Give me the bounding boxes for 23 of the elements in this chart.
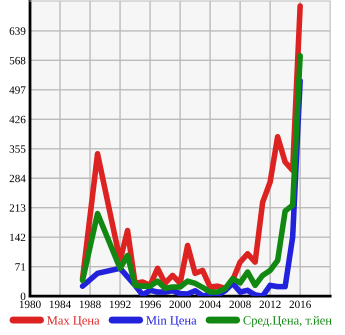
x-tick-label: 2008 <box>229 300 251 308</box>
legend-label: Сред.Цена, т.йен <box>243 316 332 328</box>
y-tick-label: 568 <box>10 56 26 64</box>
x-tick-label: 1992 <box>110 300 131 308</box>
legend-label: Max Цена <box>47 316 100 328</box>
legend-label: Min Цена <box>146 316 196 328</box>
x-tick-label: 2004 <box>199 300 222 308</box>
y-tick-label: 639 <box>10 27 26 35</box>
y-tick-label: 497 <box>9 86 26 94</box>
x-tick-label: 1984 <box>50 300 71 308</box>
x-tick-label: 1996 <box>140 300 161 308</box>
y-tick-label: 426 <box>9 116 26 124</box>
x-tick-label: 2000 <box>169 300 191 308</box>
y-tick-label: 0 <box>20 292 26 300</box>
x-tick-label: 2016 <box>290 300 311 308</box>
y-tick-label: 71 <box>15 263 26 271</box>
y-tick-label: 213 <box>10 204 26 212</box>
y-tick-label: 355 <box>10 145 26 153</box>
x-tick-label: 2012 <box>260 300 281 308</box>
x-tick-label: 1988 <box>80 300 101 308</box>
y-tick-label: 284 <box>10 174 26 182</box>
x-tick-label: 1980 <box>20 300 41 308</box>
y-tick-label: 142 <box>10 234 26 242</box>
